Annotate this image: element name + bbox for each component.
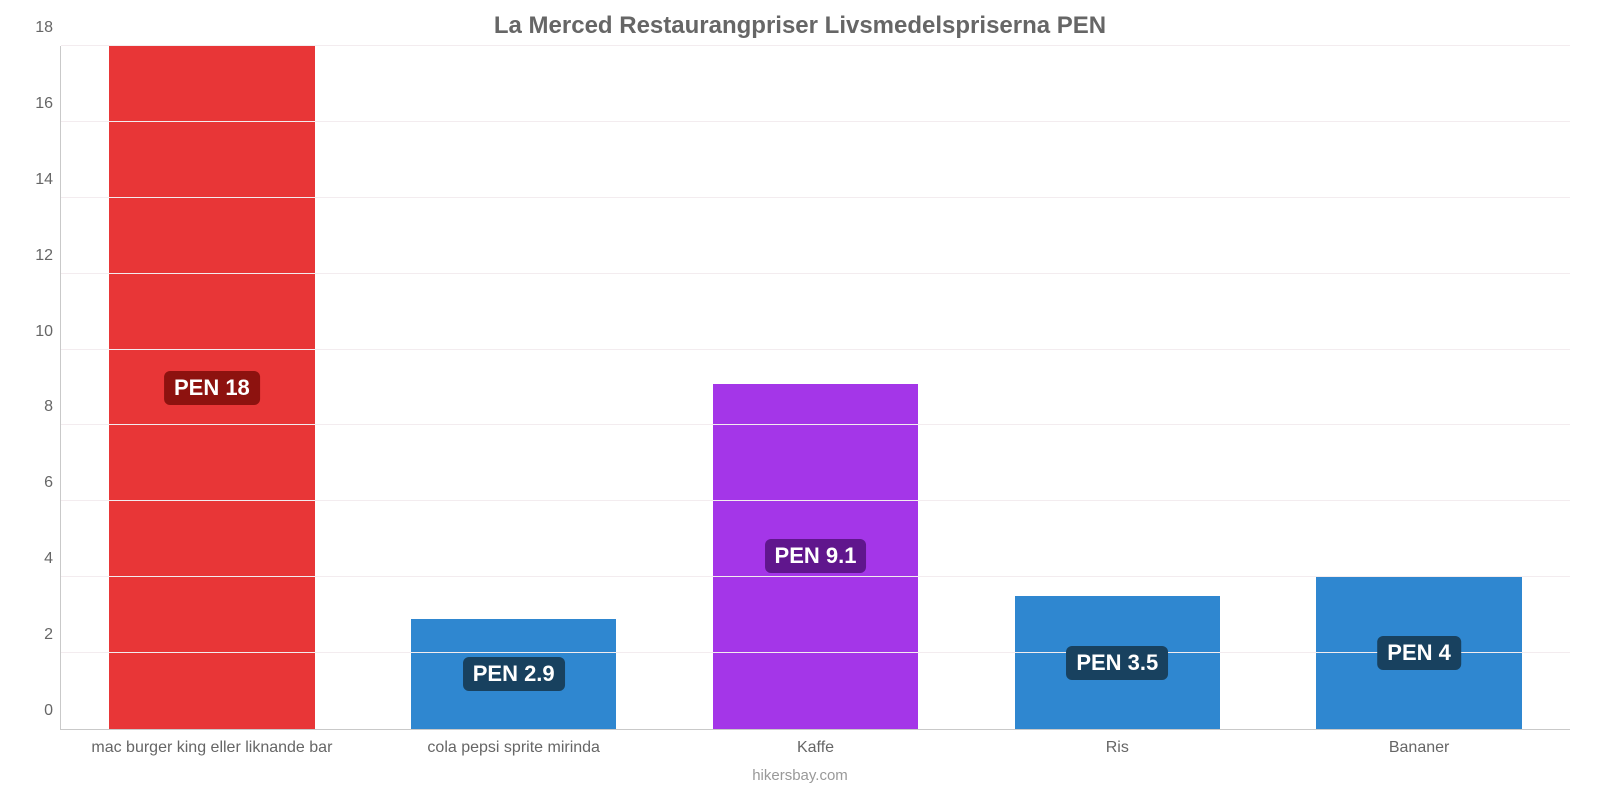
- bar-value-badge: PEN 18: [164, 371, 260, 405]
- gridline: [61, 652, 1570, 653]
- plot-area: 024681012141618mac burger king eller lik…: [60, 46, 1570, 730]
- y-tick-label: 16: [35, 95, 61, 113]
- bar-value-badge: PEN 4: [1377, 636, 1461, 670]
- y-tick-label: 18: [35, 19, 61, 37]
- y-tick-label: 0: [44, 702, 61, 720]
- y-tick-label: 8: [44, 398, 61, 416]
- bar-value-badge: PEN 2.9: [463, 657, 565, 691]
- gridline: [61, 45, 1570, 46]
- chart-title: La Merced Restaurangpriser Livsmedelspri…: [0, 12, 1600, 40]
- y-tick-label: 10: [35, 323, 61, 341]
- gridline: [61, 197, 1570, 198]
- bar-value-badge: PEN 9.1: [765, 539, 867, 573]
- y-tick-label: 12: [35, 247, 61, 265]
- y-tick-label: 4: [44, 550, 61, 568]
- y-tick-label: 2: [44, 626, 61, 644]
- gridline: [61, 349, 1570, 350]
- price-bar-chart: La Merced Restaurangpriser Livsmedelspri…: [0, 0, 1600, 800]
- x-tick-label: Bananer: [1389, 729, 1450, 757]
- y-tick-label: 6: [44, 474, 61, 492]
- y-tick-label: 14: [35, 171, 61, 189]
- bars-layer: [61, 46, 1570, 729]
- bar-value-badge: PEN 3.5: [1066, 646, 1168, 680]
- gridline: [61, 273, 1570, 274]
- gridline: [61, 576, 1570, 577]
- gridline: [61, 121, 1570, 122]
- x-tick-label: Kaffe: [797, 729, 834, 757]
- x-tick-label: mac burger king eller liknande bar: [91, 729, 332, 757]
- source-label: hikersbay.com: [0, 767, 1600, 784]
- gridline: [61, 500, 1570, 501]
- x-tick-label: cola pepsi sprite mirinda: [427, 729, 600, 757]
- gridline: [61, 424, 1570, 425]
- x-tick-label: Ris: [1106, 729, 1129, 757]
